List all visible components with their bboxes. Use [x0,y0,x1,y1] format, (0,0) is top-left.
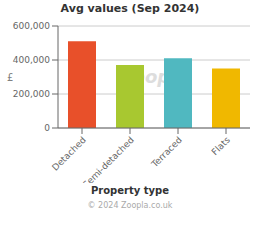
svg-text:Flats: Flats [210,135,232,157]
html-text:Avg values (Sep 2024): Avg values (Sep 2024) [60,2,200,15]
svg-text:0: 0 [44,123,50,133]
svg-text:600,000: 600,000 [13,21,50,31]
html-text:© 2024 Zoopla.co.uk: © 2024 Zoopla.co.uk [87,201,173,210]
svg-text:200,000: 200,000 [13,89,50,99]
svg-text:£: £ [8,72,13,83]
svg-text:Terraced: Terraced [149,135,184,170]
html-text:Property type: Property type [91,185,169,196]
svg-text:400,000: 400,000 [13,55,50,65]
svg-text:Semi-detached: Semi-detached [81,135,136,183]
svg-text:Detached: Detached [50,135,88,173]
html-text:Zoopla: Zoopla [119,66,189,87]
